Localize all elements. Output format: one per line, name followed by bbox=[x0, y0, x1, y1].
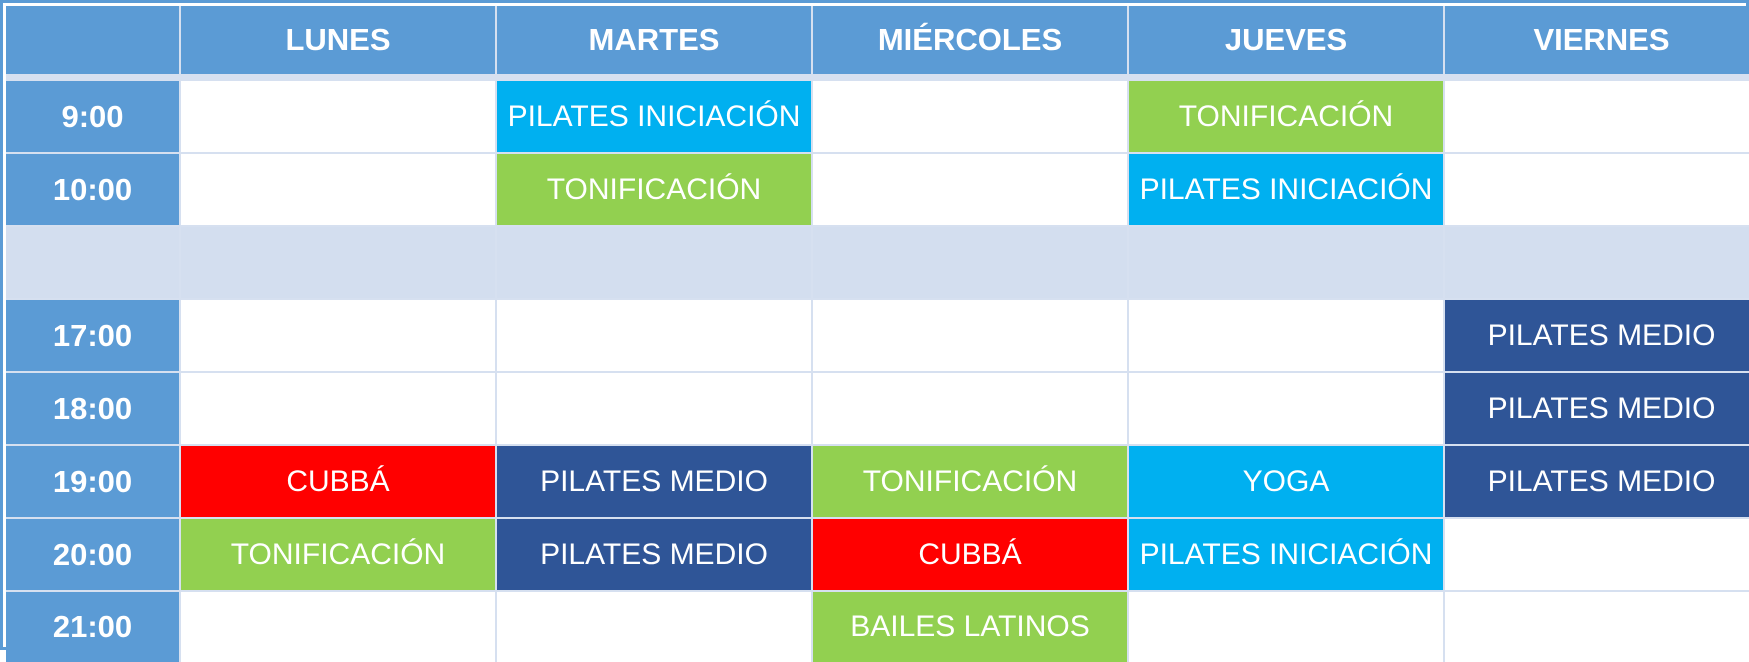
empty-cell bbox=[181, 592, 495, 662]
day-header: JUEVES bbox=[1129, 6, 1443, 74]
empty-cell bbox=[813, 373, 1127, 444]
class-cell[interactable]: CUBBÁ bbox=[813, 519, 1127, 590]
header-corner bbox=[6, 6, 179, 74]
empty-cell bbox=[1129, 373, 1443, 444]
day-header: LUNES bbox=[181, 6, 495, 74]
schedule-grid: LUNES MARTES MIÉRCOLES JUEVES VIERNES 9:00 PIL… bbox=[6, 6, 1749, 662]
time-label: 9:00 bbox=[6, 81, 179, 152]
class-cell[interactable]: PILATES MEDIO bbox=[1445, 446, 1749, 517]
empty-cell bbox=[1129, 592, 1443, 662]
empty-cell bbox=[813, 154, 1127, 225]
empty-cell bbox=[1129, 300, 1443, 371]
time-label: 20:00 bbox=[6, 519, 179, 590]
class-cell[interactable]: PILATES MEDIO bbox=[1445, 373, 1749, 444]
class-cell[interactable]: TONIFICACIÓN bbox=[497, 154, 811, 225]
empty-cell bbox=[181, 81, 495, 152]
empty-cell bbox=[181, 373, 495, 444]
class-cell[interactable]: PILATES MEDIO bbox=[1445, 300, 1749, 371]
class-cell[interactable]: PILATES MEDIO bbox=[497, 519, 811, 590]
class-cell[interactable]: PILATES MEDIO bbox=[497, 446, 811, 517]
class-cell[interactable]: TONIFICACIÓN bbox=[181, 519, 495, 590]
day-header: MIÉRCOLES bbox=[813, 6, 1127, 74]
empty-cell bbox=[497, 373, 811, 444]
day-header: MARTES bbox=[497, 6, 811, 74]
empty-cell bbox=[181, 300, 495, 371]
empty-cell bbox=[1129, 227, 1443, 298]
empty-cell bbox=[181, 227, 495, 298]
empty-cell bbox=[497, 592, 811, 662]
time-label: 17:00 bbox=[6, 300, 179, 371]
time-label: 19:00 bbox=[6, 446, 179, 517]
class-cell[interactable]: PILATES INICIACIÓN bbox=[1129, 519, 1443, 590]
empty-cell bbox=[1445, 81, 1749, 152]
class-cell[interactable]: CUBBÁ bbox=[181, 446, 495, 517]
day-header: VIERNES bbox=[1445, 6, 1749, 74]
empty-cell bbox=[497, 300, 811, 371]
empty-cell bbox=[1445, 154, 1749, 225]
empty-cell bbox=[1445, 227, 1749, 298]
empty-cell bbox=[181, 154, 495, 225]
time-label bbox=[6, 227, 179, 298]
class-cell[interactable]: TONIFICACIÓN bbox=[1129, 81, 1443, 152]
empty-cell bbox=[1445, 592, 1749, 662]
class-cell[interactable]: TONIFICACIÓN bbox=[813, 446, 1127, 517]
empty-cell bbox=[813, 300, 1127, 371]
class-cell[interactable]: YOGA bbox=[1129, 446, 1443, 517]
class-cell[interactable]: BAILES LATINOS bbox=[813, 592, 1127, 662]
empty-cell bbox=[497, 227, 811, 298]
class-cell[interactable]: PILATES INICIACIÓN bbox=[497, 81, 811, 152]
empty-cell bbox=[1445, 519, 1749, 590]
time-label: 21:00 bbox=[6, 592, 179, 662]
class-cell[interactable]: PILATES INICIACIÓN bbox=[1129, 154, 1443, 225]
empty-cell bbox=[813, 81, 1127, 152]
time-label: 18:00 bbox=[6, 373, 179, 444]
empty-cell bbox=[813, 227, 1127, 298]
time-label: 10:00 bbox=[6, 154, 179, 225]
